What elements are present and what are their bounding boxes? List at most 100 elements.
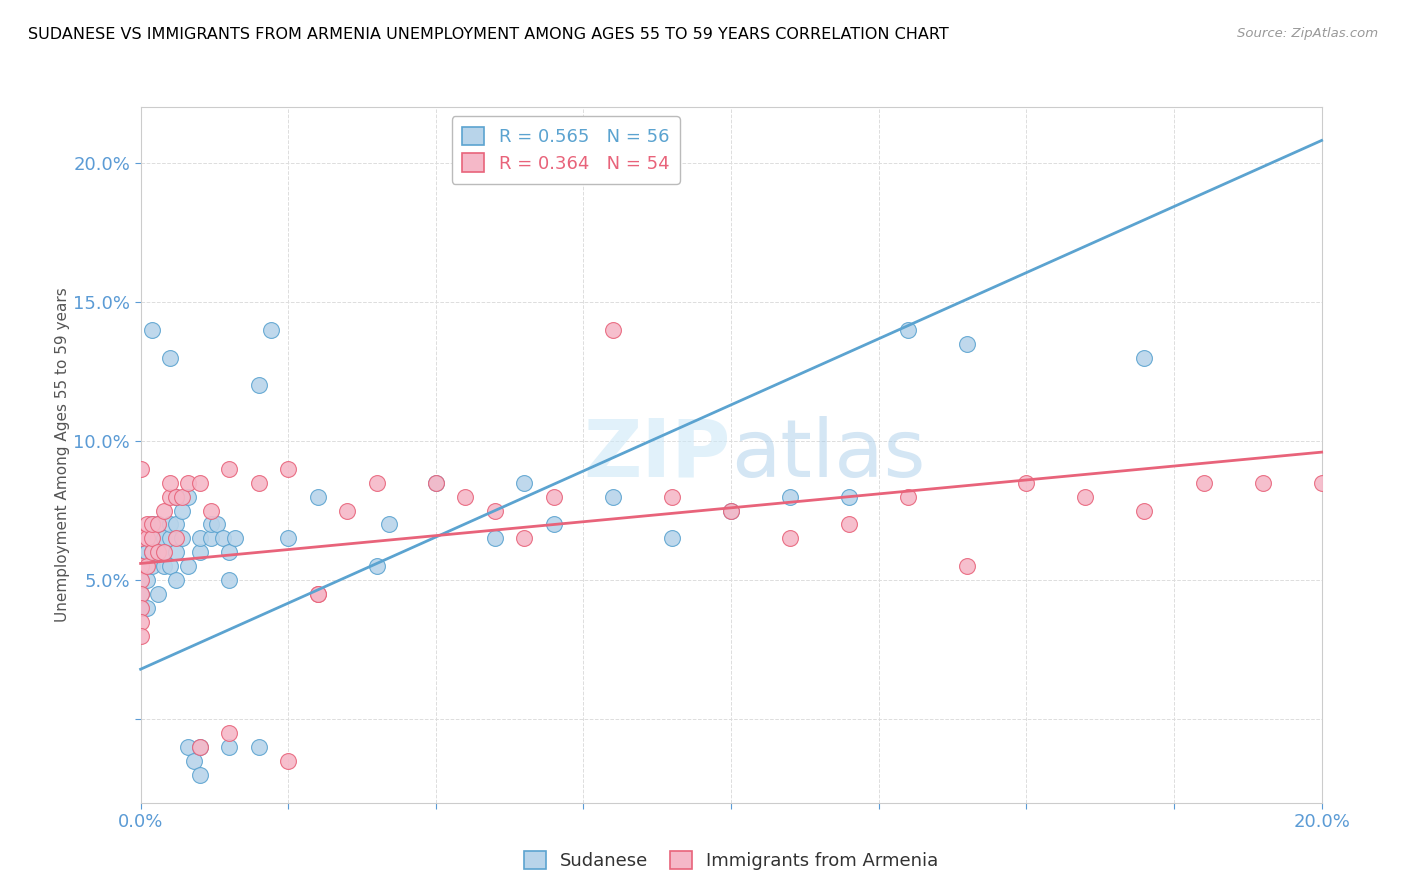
Point — [135, 545, 157, 559]
Point — [1251, 475, 1274, 490]
Point — [247, 475, 270, 490]
Point — [129, 462, 152, 476]
Point — [897, 490, 920, 504]
Point — [141, 545, 163, 559]
Point — [148, 545, 170, 559]
Point — [148, 517, 170, 532]
Point — [307, 490, 329, 504]
Point — [277, 462, 299, 476]
Point — [135, 559, 157, 574]
Point — [1074, 490, 1097, 504]
Point — [177, 490, 200, 504]
Point — [129, 587, 152, 601]
Point — [425, 475, 447, 490]
Point — [602, 490, 624, 504]
Point — [170, 490, 193, 504]
Point — [165, 573, 187, 587]
Point — [1133, 503, 1156, 517]
Point — [200, 503, 222, 517]
Point — [661, 490, 683, 504]
Point — [218, 740, 240, 755]
Point — [141, 517, 163, 532]
Point — [159, 517, 181, 532]
Point — [1015, 475, 1038, 490]
Point — [141, 532, 163, 546]
Point — [165, 517, 187, 532]
Y-axis label: Unemployment Among Ages 55 to 59 years: Unemployment Among Ages 55 to 59 years — [55, 287, 69, 623]
Point — [129, 629, 152, 643]
Point — [336, 503, 359, 517]
Point — [129, 587, 152, 601]
Point — [366, 475, 388, 490]
Point — [159, 559, 181, 574]
Point — [159, 351, 181, 365]
Point — [377, 517, 399, 532]
Point — [129, 601, 152, 615]
Point — [1192, 475, 1215, 490]
Point — [218, 462, 240, 476]
Point — [247, 378, 270, 392]
Point — [277, 532, 299, 546]
Point — [177, 740, 200, 755]
Point — [177, 475, 200, 490]
Point — [218, 573, 240, 587]
Point — [247, 740, 270, 755]
Point — [188, 475, 211, 490]
Point — [277, 754, 299, 768]
Point — [543, 517, 565, 532]
Point — [135, 517, 157, 532]
Point — [165, 545, 187, 559]
Point — [159, 490, 181, 504]
Point — [720, 503, 742, 517]
Point — [224, 532, 246, 546]
Text: atlas: atlas — [731, 416, 925, 494]
Point — [484, 532, 506, 546]
Point — [165, 490, 187, 504]
Point — [188, 532, 211, 546]
Point — [259, 323, 281, 337]
Point — [188, 740, 211, 755]
Point — [129, 559, 152, 574]
Point — [307, 587, 329, 601]
Point — [148, 587, 170, 601]
Point — [141, 323, 163, 337]
Point — [484, 503, 506, 517]
Point — [212, 532, 235, 546]
Point — [838, 490, 860, 504]
Point — [129, 573, 152, 587]
Point — [153, 545, 176, 559]
Point — [170, 532, 193, 546]
Point — [159, 532, 181, 546]
Point — [366, 559, 388, 574]
Point — [513, 475, 536, 490]
Point — [897, 323, 920, 337]
Point — [1310, 475, 1333, 490]
Point — [200, 517, 222, 532]
Point — [454, 490, 477, 504]
Point — [165, 532, 187, 546]
Point — [838, 517, 860, 532]
Point — [153, 559, 176, 574]
Point — [153, 545, 176, 559]
Point — [513, 532, 536, 546]
Point — [148, 532, 170, 546]
Point — [218, 726, 240, 740]
Point — [183, 754, 205, 768]
Point — [129, 573, 152, 587]
Point — [602, 323, 624, 337]
Text: SUDANESE VS IMMIGRANTS FROM ARMENIA UNEMPLOYMENT AMONG AGES 55 TO 59 YEARS CORRE: SUDANESE VS IMMIGRANTS FROM ARMENIA UNEM… — [28, 27, 949, 42]
Point — [141, 517, 163, 532]
Point — [720, 503, 742, 517]
Point — [779, 532, 801, 546]
Point — [956, 336, 979, 351]
Point — [956, 559, 979, 574]
Point — [188, 768, 211, 782]
Point — [135, 601, 157, 615]
Point — [425, 475, 447, 490]
Point — [153, 503, 176, 517]
Text: ZIP: ZIP — [583, 416, 731, 494]
Point — [159, 475, 181, 490]
Point — [129, 559, 152, 574]
Point — [153, 532, 176, 546]
Point — [141, 559, 163, 574]
